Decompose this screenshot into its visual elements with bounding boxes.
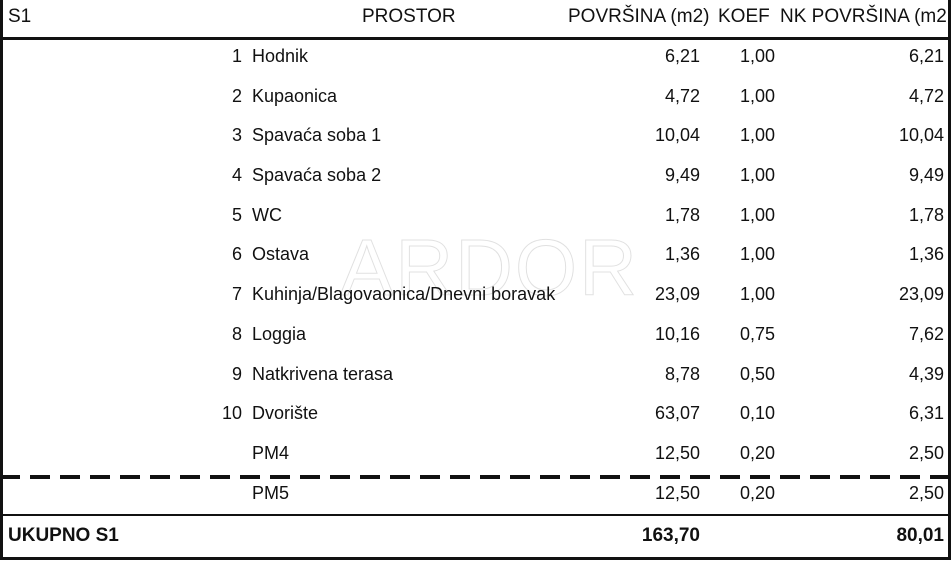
- room-name: Dvorište: [252, 403, 319, 423]
- room-koef: 0,10: [739, 403, 775, 423]
- total-area: 163,70: [641, 525, 700, 546]
- room-nk-area: 7,62: [908, 324, 944, 344]
- room-koef: 1,00: [739, 165, 775, 185]
- table-row: 9 Natkrivena terasa 8,78 0,50 4,39: [0, 360, 951, 390]
- row-number: 2: [231, 86, 242, 106]
- table-row: 5 WC 1,78 1,00 1,78: [0, 201, 951, 231]
- row-number: 3: [231, 125, 242, 145]
- room-name: Ostava: [252, 244, 310, 264]
- room-koef: 0,50: [739, 364, 775, 384]
- room-koef: 0,20: [739, 483, 775, 503]
- table-row: PM5 12,50 0,20 2,50: [0, 479, 951, 509]
- room-name: Kupaonica: [252, 86, 338, 106]
- header-koef: KOEF: [718, 6, 770, 27]
- room-koef: 1,00: [739, 205, 775, 225]
- room-name: Spavaća soba 1: [252, 125, 382, 145]
- room-koef: 0,20: [739, 443, 775, 463]
- room-koef: 1,00: [739, 244, 775, 264]
- dashed-divider: [0, 475, 951, 479]
- room-area: 23,09: [654, 284, 700, 304]
- room-nk-area: 6,21: [908, 46, 944, 66]
- header-povrsina: POVRŠINA (m2): [568, 6, 710, 27]
- room-area: 12,50: [654, 443, 700, 463]
- room-name: WC: [252, 205, 282, 225]
- row-number: 10: [221, 403, 242, 423]
- total-label: UKUPNO S1: [8, 525, 119, 546]
- table-row: 7 Kuhinja/Blagovaonica/Dnevni boravak 23,0…: [0, 280, 951, 310]
- header-nk-povrsina: NK POVRŠINA (m2: [780, 6, 947, 27]
- row-number: 6: [231, 244, 242, 264]
- table-row: 1 Hodnik 6,21 1,00 6,21: [0, 42, 951, 72]
- room-area: 1,78: [664, 205, 700, 225]
- room-name: PM4: [252, 443, 290, 463]
- room-area: 12,50: [654, 483, 700, 503]
- row-number: 4: [231, 165, 242, 185]
- room-area: 63,07: [654, 403, 700, 423]
- room-name: Spavaća soba 2: [252, 165, 382, 185]
- room-koef: 0,75: [739, 324, 775, 344]
- room-nk-area: 1,78: [908, 205, 944, 225]
- room-area: 10,16: [654, 324, 700, 344]
- room-nk-area: 6,31: [908, 403, 944, 423]
- table-row: 4 Spavaća soba 2 9,49 1,00 9,49: [0, 161, 951, 191]
- total-row: UKUPNO S1 163,70 80,01: [0, 521, 951, 551]
- table-row: 3 Spavaća soba 1 10,04 1,00 10,04: [0, 121, 951, 151]
- room-nk-area: 23,09: [898, 284, 944, 304]
- row-number: 7: [231, 284, 242, 304]
- room-area: 9,49: [664, 165, 700, 185]
- table-row: 10 Dvorište 63,07 0,10 6,31: [0, 399, 951, 429]
- room-name: PM5: [252, 483, 290, 503]
- room-name: Kuhinja/Blagovaonica/Dnevni boravak: [252, 284, 556, 304]
- room-name: Hodnik: [252, 46, 309, 66]
- row-number: 8: [231, 324, 242, 344]
- header-prostor: PROSTOR: [362, 6, 456, 27]
- row-number: 1: [231, 46, 242, 66]
- room-area: 6,21: [664, 46, 700, 66]
- room-nk-area: 2,50: [908, 443, 944, 463]
- room-koef: 1,00: [739, 125, 775, 145]
- row-number: 9: [231, 364, 242, 384]
- total-nk: 80,01: [896, 525, 944, 546]
- room-area: 1,36: [664, 244, 700, 264]
- room-area: 10,04: [654, 125, 700, 145]
- room-nk-area: 4,39: [908, 364, 944, 384]
- total-divider: [0, 514, 951, 516]
- table-row: PM4 12,50 0,20 2,50: [0, 439, 951, 469]
- room-koef: 1,00: [739, 284, 775, 304]
- room-name: Loggia: [252, 324, 307, 344]
- room-area: 4,72: [664, 86, 700, 106]
- room-nk-area: 1,36: [908, 244, 944, 264]
- room-nk-area: 10,04: [898, 125, 944, 145]
- table-row: 2 Kupaonica 4,72 1,00 4,72: [0, 82, 951, 112]
- header-s1: S1: [8, 6, 32, 27]
- table-row: 8 Loggia 10,16 0,75 7,62: [0, 320, 951, 350]
- table-header: S1 PROSTOR POVRŠINA (m2) KOEF NK POVRŠIN…: [0, 0, 951, 38]
- room-nk-area: 4,72: [908, 86, 944, 106]
- room-nk-area: 9,49: [908, 165, 944, 185]
- header-divider: [0, 37, 951, 40]
- room-koef: 1,00: [739, 46, 775, 66]
- room-name: Natkrivena terasa: [252, 364, 394, 384]
- room-koef: 1,00: [739, 86, 775, 106]
- table-row: 6 Ostava 1,36 1,00 1,36: [0, 240, 951, 270]
- row-number: 5: [231, 205, 242, 225]
- room-nk-area: 2,50: [908, 483, 944, 503]
- room-area: 8,78: [664, 364, 700, 384]
